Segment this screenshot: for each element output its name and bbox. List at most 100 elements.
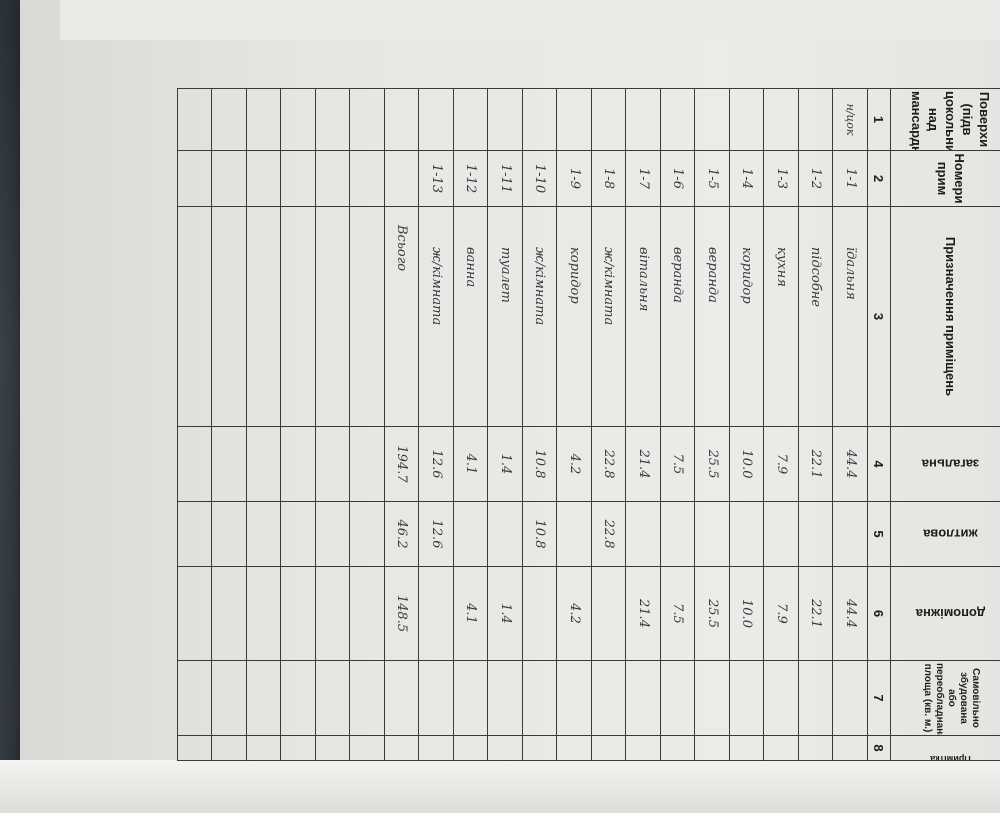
auxiliary-area-cell: 4.1: [453, 566, 488, 661]
auxiliary-area-cell: 7.9: [764, 566, 799, 661]
floor-cell: [557, 88, 592, 151]
purpose-cell: ванна: [453, 206, 488, 427]
note-cell: [522, 735, 557, 761]
unauthorized-area-cell: [315, 660, 350, 736]
table-body: н/цок 1-1 їдальня 44.4 44.4 1-2 підсобне 22.1 22…: [177, 88, 868, 761]
note-cell: [384, 735, 419, 761]
note-cell: [350, 735, 385, 761]
total-area-cell: 22.1: [798, 426, 833, 502]
floor-cell: [384, 88, 419, 151]
note-cell: [281, 735, 316, 761]
table-row: 1-4 коридор 10.0 10.0: [729, 88, 764, 761]
header-room-numbers: Номери прим: [890, 150, 1000, 207]
purpose-cell: [350, 206, 385, 427]
column-number: 2: [867, 150, 891, 207]
room-number-cell: 1-13: [419, 150, 454, 207]
header-note: Примітка: [890, 735, 1000, 761]
purpose-cell: [281, 206, 316, 427]
floor-cell: [729, 88, 764, 151]
note-cell: [764, 735, 799, 761]
table-row: 1-3 кухня 7.9 7.9: [764, 88, 799, 761]
total-area-cell: 10.0: [729, 426, 764, 502]
room-number-cell: [177, 150, 212, 207]
purpose-cell: їдальня: [833, 206, 868, 427]
total-area-cell: [177, 426, 212, 502]
note-cell: [626, 735, 661, 761]
auxiliary-area-cell: 4.2: [557, 566, 592, 661]
auxiliary-area-cell: [591, 566, 626, 661]
room-number-cell: 1-2: [798, 150, 833, 207]
total-area-cell: 25.5: [695, 426, 730, 502]
room-number-cell: 1-9: [557, 150, 592, 207]
unauthorized-area-cell: [695, 660, 730, 736]
auxiliary-area-cell: [350, 566, 385, 661]
purpose-cell: Всього: [384, 206, 419, 427]
note-cell: [798, 735, 833, 761]
floor-cell: [315, 88, 350, 151]
room-number-cell: [281, 150, 316, 207]
auxiliary-area-cell: 10.0: [729, 566, 764, 661]
note-cell: [212, 735, 247, 761]
floor-cell: [212, 88, 247, 151]
table-row: 1-7 вітальня 21.4 21.4: [626, 88, 661, 761]
header-total-label: загальна: [922, 456, 980, 472]
living-area-cell: [488, 501, 523, 567]
unauthorized-area-cell: [246, 660, 281, 736]
page-edge: [0, 760, 1000, 813]
unauthorized-area-cell: [626, 660, 661, 736]
floor-cell: [522, 88, 557, 151]
purpose-cell: [177, 206, 212, 427]
living-area-cell: [453, 501, 488, 567]
room-number-cell: 1-11: [488, 150, 523, 207]
living-area-cell: [660, 501, 695, 567]
unauthorized-area-cell: [177, 660, 212, 736]
header-note-label: Примітка: [930, 753, 972, 761]
auxiliary-area-cell: 1.4: [488, 566, 523, 661]
column-number: 4: [867, 426, 891, 502]
living-area-cell: [764, 501, 799, 567]
table-row: 1-6 веранда 7.5 7.5: [660, 88, 695, 761]
living-area-cell: [315, 501, 350, 567]
floor-cell: [660, 88, 695, 151]
floor-cell: [695, 88, 730, 151]
header-total: загальна: [890, 426, 1000, 502]
floor-cell: [281, 88, 316, 151]
auxiliary-area-cell: [522, 566, 557, 661]
room-number-cell: [212, 150, 247, 207]
total-area-cell: [246, 426, 281, 502]
room-number-cell: [384, 150, 419, 207]
total-area-cell: 10.8: [522, 426, 557, 502]
auxiliary-area-cell: [212, 566, 247, 661]
purpose-cell: ж/кімната: [522, 206, 557, 427]
floor-cell: [350, 88, 385, 151]
table-row: Всього 194.7 46.2 148.5: [384, 88, 419, 761]
note-cell: [488, 735, 523, 761]
living-area-cell: 10.8: [522, 501, 557, 567]
table-row: н/цок 1-1 їдальня 44.4 44.4: [833, 88, 868, 761]
note-cell: [833, 735, 868, 761]
header-auxiliary: допоміжна: [890, 566, 1000, 661]
unauthorized-area-cell: [764, 660, 799, 736]
living-area-cell: [281, 501, 316, 567]
header-living: житлова: [890, 501, 1000, 567]
unauthorized-area-cell: [384, 660, 419, 736]
total-area-cell: 7.9: [764, 426, 799, 502]
purpose-cell: [246, 206, 281, 427]
room-number-cell: 1-7: [626, 150, 661, 207]
auxiliary-area-cell: [419, 566, 454, 661]
empty-row: [212, 88, 247, 761]
unauthorized-area-cell: [488, 660, 523, 736]
purpose-cell: [315, 206, 350, 427]
auxiliary-area-cell: 7.5: [660, 566, 695, 661]
total-area-cell: 44.4: [833, 426, 868, 502]
total-area-cell: [315, 426, 350, 502]
living-area-cell: [798, 501, 833, 567]
note-cell: [419, 735, 454, 761]
header-floors: Поверхи (підв цокольний, над мансардн: [890, 88, 1000, 151]
table-row: 1-5 веранда 25.5 25.5: [695, 88, 730, 761]
room-number-cell: 1-5: [695, 150, 730, 207]
table-row: 1-10 ж/кімната 10.8 10.8: [522, 88, 557, 761]
note-cell: [246, 735, 281, 761]
purpose-cell: веранда: [660, 206, 695, 427]
purpose-cell: вітальня: [626, 206, 661, 427]
